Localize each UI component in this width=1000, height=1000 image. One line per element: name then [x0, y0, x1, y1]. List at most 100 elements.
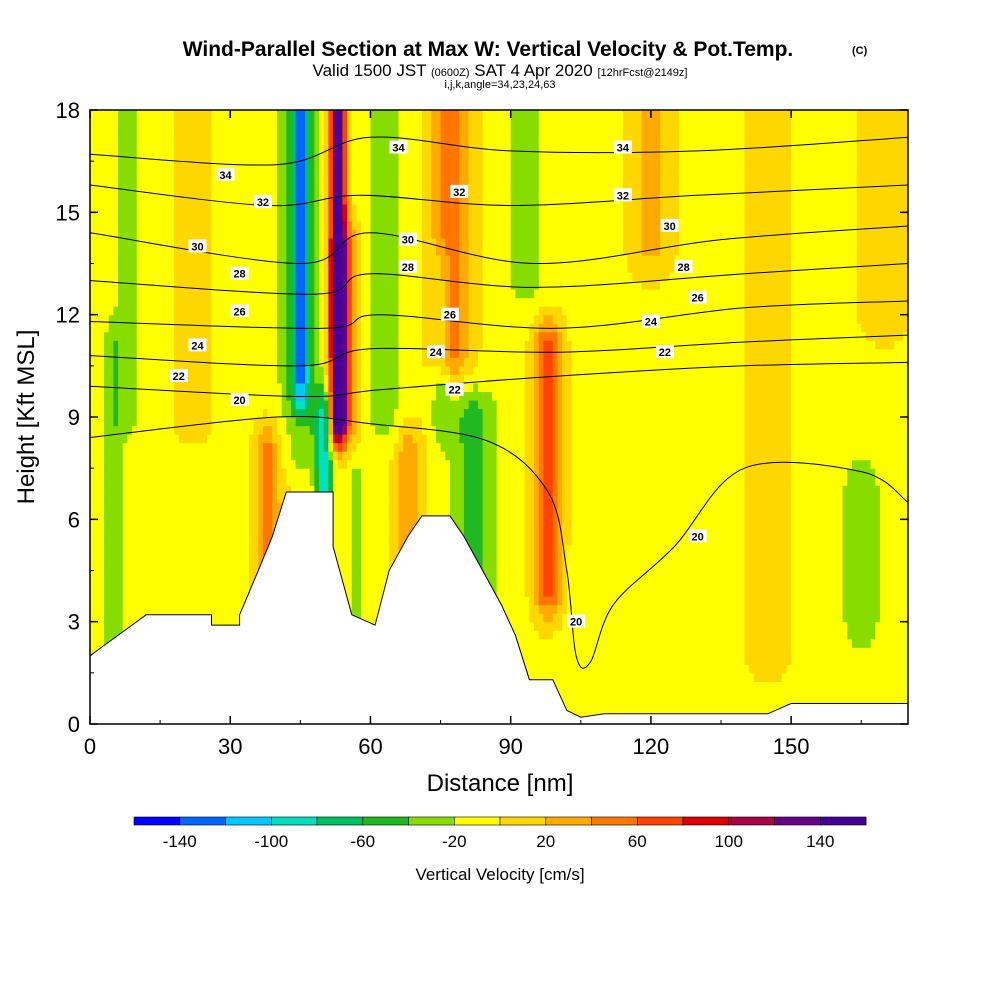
- velocity-cell: [234, 468, 241, 478]
- velocity-cell: [300, 110, 306, 120]
- velocity-cell: [127, 468, 133, 478]
- velocity-cell: [276, 186, 283, 196]
- velocity-cell: [118, 289, 124, 299]
- velocity-cell: [136, 408, 143, 418]
- velocity-cell: [206, 289, 213, 299]
- velocity-cell: [365, 510, 372, 520]
- velocity-cell: [244, 289, 250, 299]
- velocity-cell: [206, 212, 213, 222]
- velocity-cell: [295, 374, 301, 384]
- velocity-cell: [319, 314, 325, 324]
- velocity-cell: [239, 493, 245, 503]
- velocity-cell: [104, 161, 110, 171]
- velocity-cell: [220, 434, 227, 444]
- velocity-cell: [164, 544, 171, 555]
- velocity-cell: [155, 152, 161, 162]
- velocity-cell: [118, 246, 124, 256]
- velocity-cell: [206, 323, 213, 333]
- velocity-cell: [108, 604, 114, 614]
- velocity-cell: [389, 442, 395, 452]
- velocity-cell: [230, 144, 236, 154]
- velocity-cell: [183, 203, 189, 213]
- velocity-cell: [90, 331, 96, 341]
- velocity-cell: [356, 357, 362, 367]
- velocity-cell: [164, 570, 171, 580]
- velocity-cell: [174, 272, 180, 282]
- velocity-cell: [220, 203, 227, 213]
- velocity-cell: [253, 527, 259, 537]
- velocity-cell: [113, 331, 119, 341]
- velocity-cell: [333, 348, 339, 358]
- velocity-cell: [370, 399, 376, 410]
- velocity-cell: [342, 468, 348, 478]
- velocity-cell: [174, 417, 180, 427]
- velocity-cell: [90, 306, 96, 316]
- velocity-cell: [286, 203, 292, 213]
- velocity-cell: [356, 408, 362, 418]
- velocity-cell: [155, 374, 161, 384]
- velocity-cell: [146, 186, 152, 196]
- velocity-cell: [407, 186, 414, 196]
- velocity-cell: [342, 314, 348, 324]
- velocity-cell: [305, 382, 311, 393]
- velocity-cell: [267, 144, 273, 154]
- velocity-cell: [281, 203, 287, 213]
- velocity-cell: [407, 510, 414, 520]
- velocity-cell: [136, 254, 143, 265]
- velocity-cell: [178, 391, 185, 401]
- velocity-cell: [90, 289, 96, 299]
- velocity-cell: [276, 161, 283, 171]
- velocity-cell: [370, 459, 376, 469]
- velocity-cell: [94, 306, 100, 316]
- velocity-cell: [276, 408, 283, 418]
- velocity-cell: [206, 178, 213, 188]
- velocity-cell: [127, 527, 133, 537]
- velocity-cell: [108, 468, 114, 478]
- velocity-cell: [160, 237, 166, 248]
- velocity-cell: [337, 417, 344, 427]
- velocity-cell: [99, 519, 105, 529]
- velocity-cell: [403, 510, 409, 520]
- velocity-cell: [211, 382, 217, 393]
- velocity-cell: [206, 306, 213, 316]
- velocity-cell: [169, 519, 175, 529]
- velocity-cell: [305, 127, 311, 137]
- velocity-cell: [174, 237, 180, 248]
- velocity-cell: [393, 118, 400, 128]
- velocity-cell: [234, 212, 241, 222]
- velocity-cell: [248, 203, 255, 213]
- velocity-cell: [300, 135, 306, 145]
- velocity-cell: [197, 272, 203, 282]
- velocity-cell: [146, 391, 152, 401]
- velocity-cell: [365, 536, 372, 546]
- velocity-cell: [164, 382, 171, 393]
- velocity-cell: [403, 451, 409, 461]
- velocity-cell: [342, 186, 348, 196]
- velocity-cell: [351, 570, 358, 580]
- velocity-cell: [234, 408, 241, 418]
- velocity-cell: [253, 306, 259, 316]
- velocity-cell: [118, 135, 124, 145]
- velocity-cell: [113, 254, 119, 265]
- velocity-cell: [234, 220, 241, 230]
- velocity-cell: [258, 527, 264, 537]
- velocity-cell: [272, 212, 278, 222]
- velocity-cell: [375, 127, 381, 137]
- velocity-cell: [393, 246, 400, 256]
- velocity-cell: [225, 357, 231, 367]
- velocity-cell: [230, 382, 236, 393]
- velocity-cell: [328, 476, 334, 486]
- velocity-cell: [160, 348, 166, 358]
- velocity-cell: [356, 365, 362, 375]
- velocity-cell: [248, 442, 255, 452]
- velocity-cell: [141, 348, 147, 358]
- velocity-cell: [356, 553, 362, 563]
- velocity-cell: [319, 476, 325, 486]
- velocity-cell: [169, 357, 175, 367]
- velocity-cell: [239, 485, 245, 495]
- velocity-cell: [220, 144, 227, 154]
- velocity-cell: [113, 408, 119, 418]
- velocity-cell: [216, 510, 222, 520]
- velocity-cell: [132, 425, 138, 435]
- velocity-cell: [155, 417, 161, 427]
